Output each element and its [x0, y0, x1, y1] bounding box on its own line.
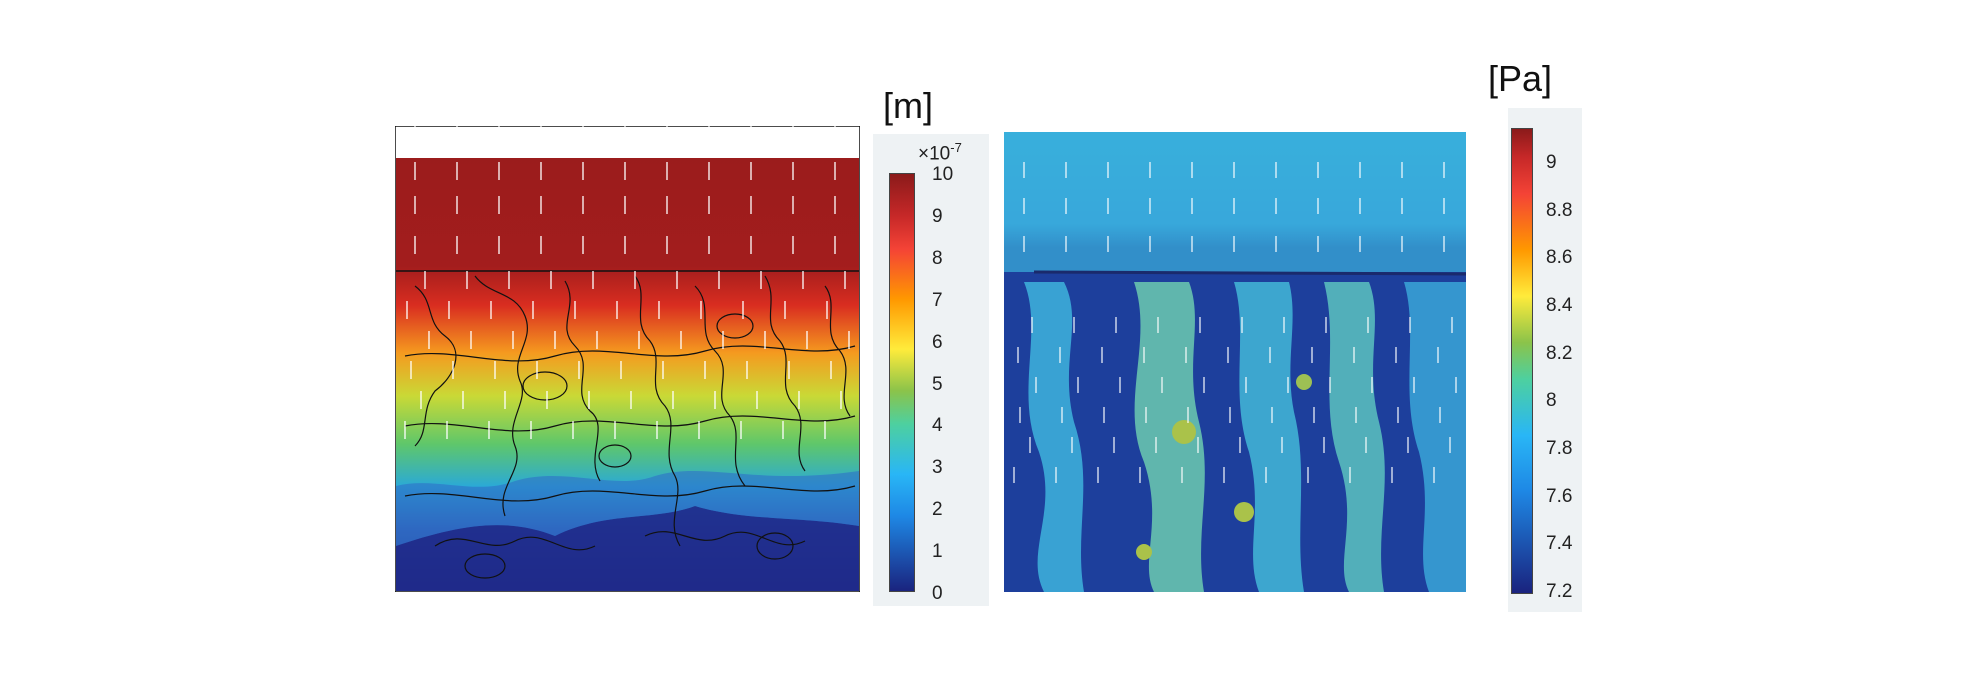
pressure-colorbar-tick-label: 7.2	[1546, 581, 1573, 602]
displacement-arrows	[404, 126, 850, 440]
displacement-field-plot	[395, 126, 860, 592]
displacement-colorbar-tick-label: 4	[932, 415, 943, 437]
displacement-colorbar-tick-label: 6	[932, 331, 943, 353]
pressure-colorbar-tick-label: 8.6	[1546, 247, 1573, 269]
displacement-colorbar-tick-label: 10	[932, 164, 954, 185]
pressure-field-plot	[1004, 132, 1466, 592]
displacement-colorbar-tick-label: 8	[932, 247, 943, 269]
pressure-colorbar-tick-label: 8	[1546, 390, 1557, 412]
displacement-colorbar-tick-label: 1	[932, 541, 943, 563]
displacement-unit-label: [m]	[883, 85, 933, 126]
displacement-colorbar-tick-label: 7	[932, 289, 943, 311]
scale-factor-base: ×10	[918, 143, 951, 165]
displacement-colorbar	[889, 173, 915, 592]
displacement-colorbar-tick-label: 3	[932, 457, 943, 479]
pressure-colorbar-tick-label: 9	[1546, 152, 1557, 173]
pressure-colorbar-tick-label: 8.8	[1546, 199, 1573, 221]
displacement-colorbar-tick-label: 2	[932, 499, 943, 521]
pressure-colorbar-tick-label: 7.6	[1546, 485, 1573, 507]
pressure-colorbar	[1511, 128, 1533, 594]
grain-boundaries	[404, 275, 856, 579]
pressure-plumes	[1024, 282, 1466, 592]
pressure-colorbar-tick-label: 7.8	[1546, 438, 1573, 459]
displacement-colorbar-tick-label: 9	[932, 205, 943, 227]
scale-factor-exponent: -7	[950, 140, 962, 155]
flow-arrows	[1013, 162, 1457, 484]
pressure-colorbar-tick-label: 8.2	[1546, 342, 1573, 364]
pressure-colorbar-tick-label: 7.4	[1546, 533, 1573, 555]
pressure-unit-label: [Pa]	[1488, 58, 1553, 99]
displacement-colorbar-tick-label: 0	[932, 583, 943, 604]
pressure-colorbar-tick-label: 8.4	[1546, 295, 1573, 316]
displacement-colorbar-tick-label: 5	[932, 373, 943, 395]
displacement-scale-factor: ×10-7	[918, 140, 962, 165]
